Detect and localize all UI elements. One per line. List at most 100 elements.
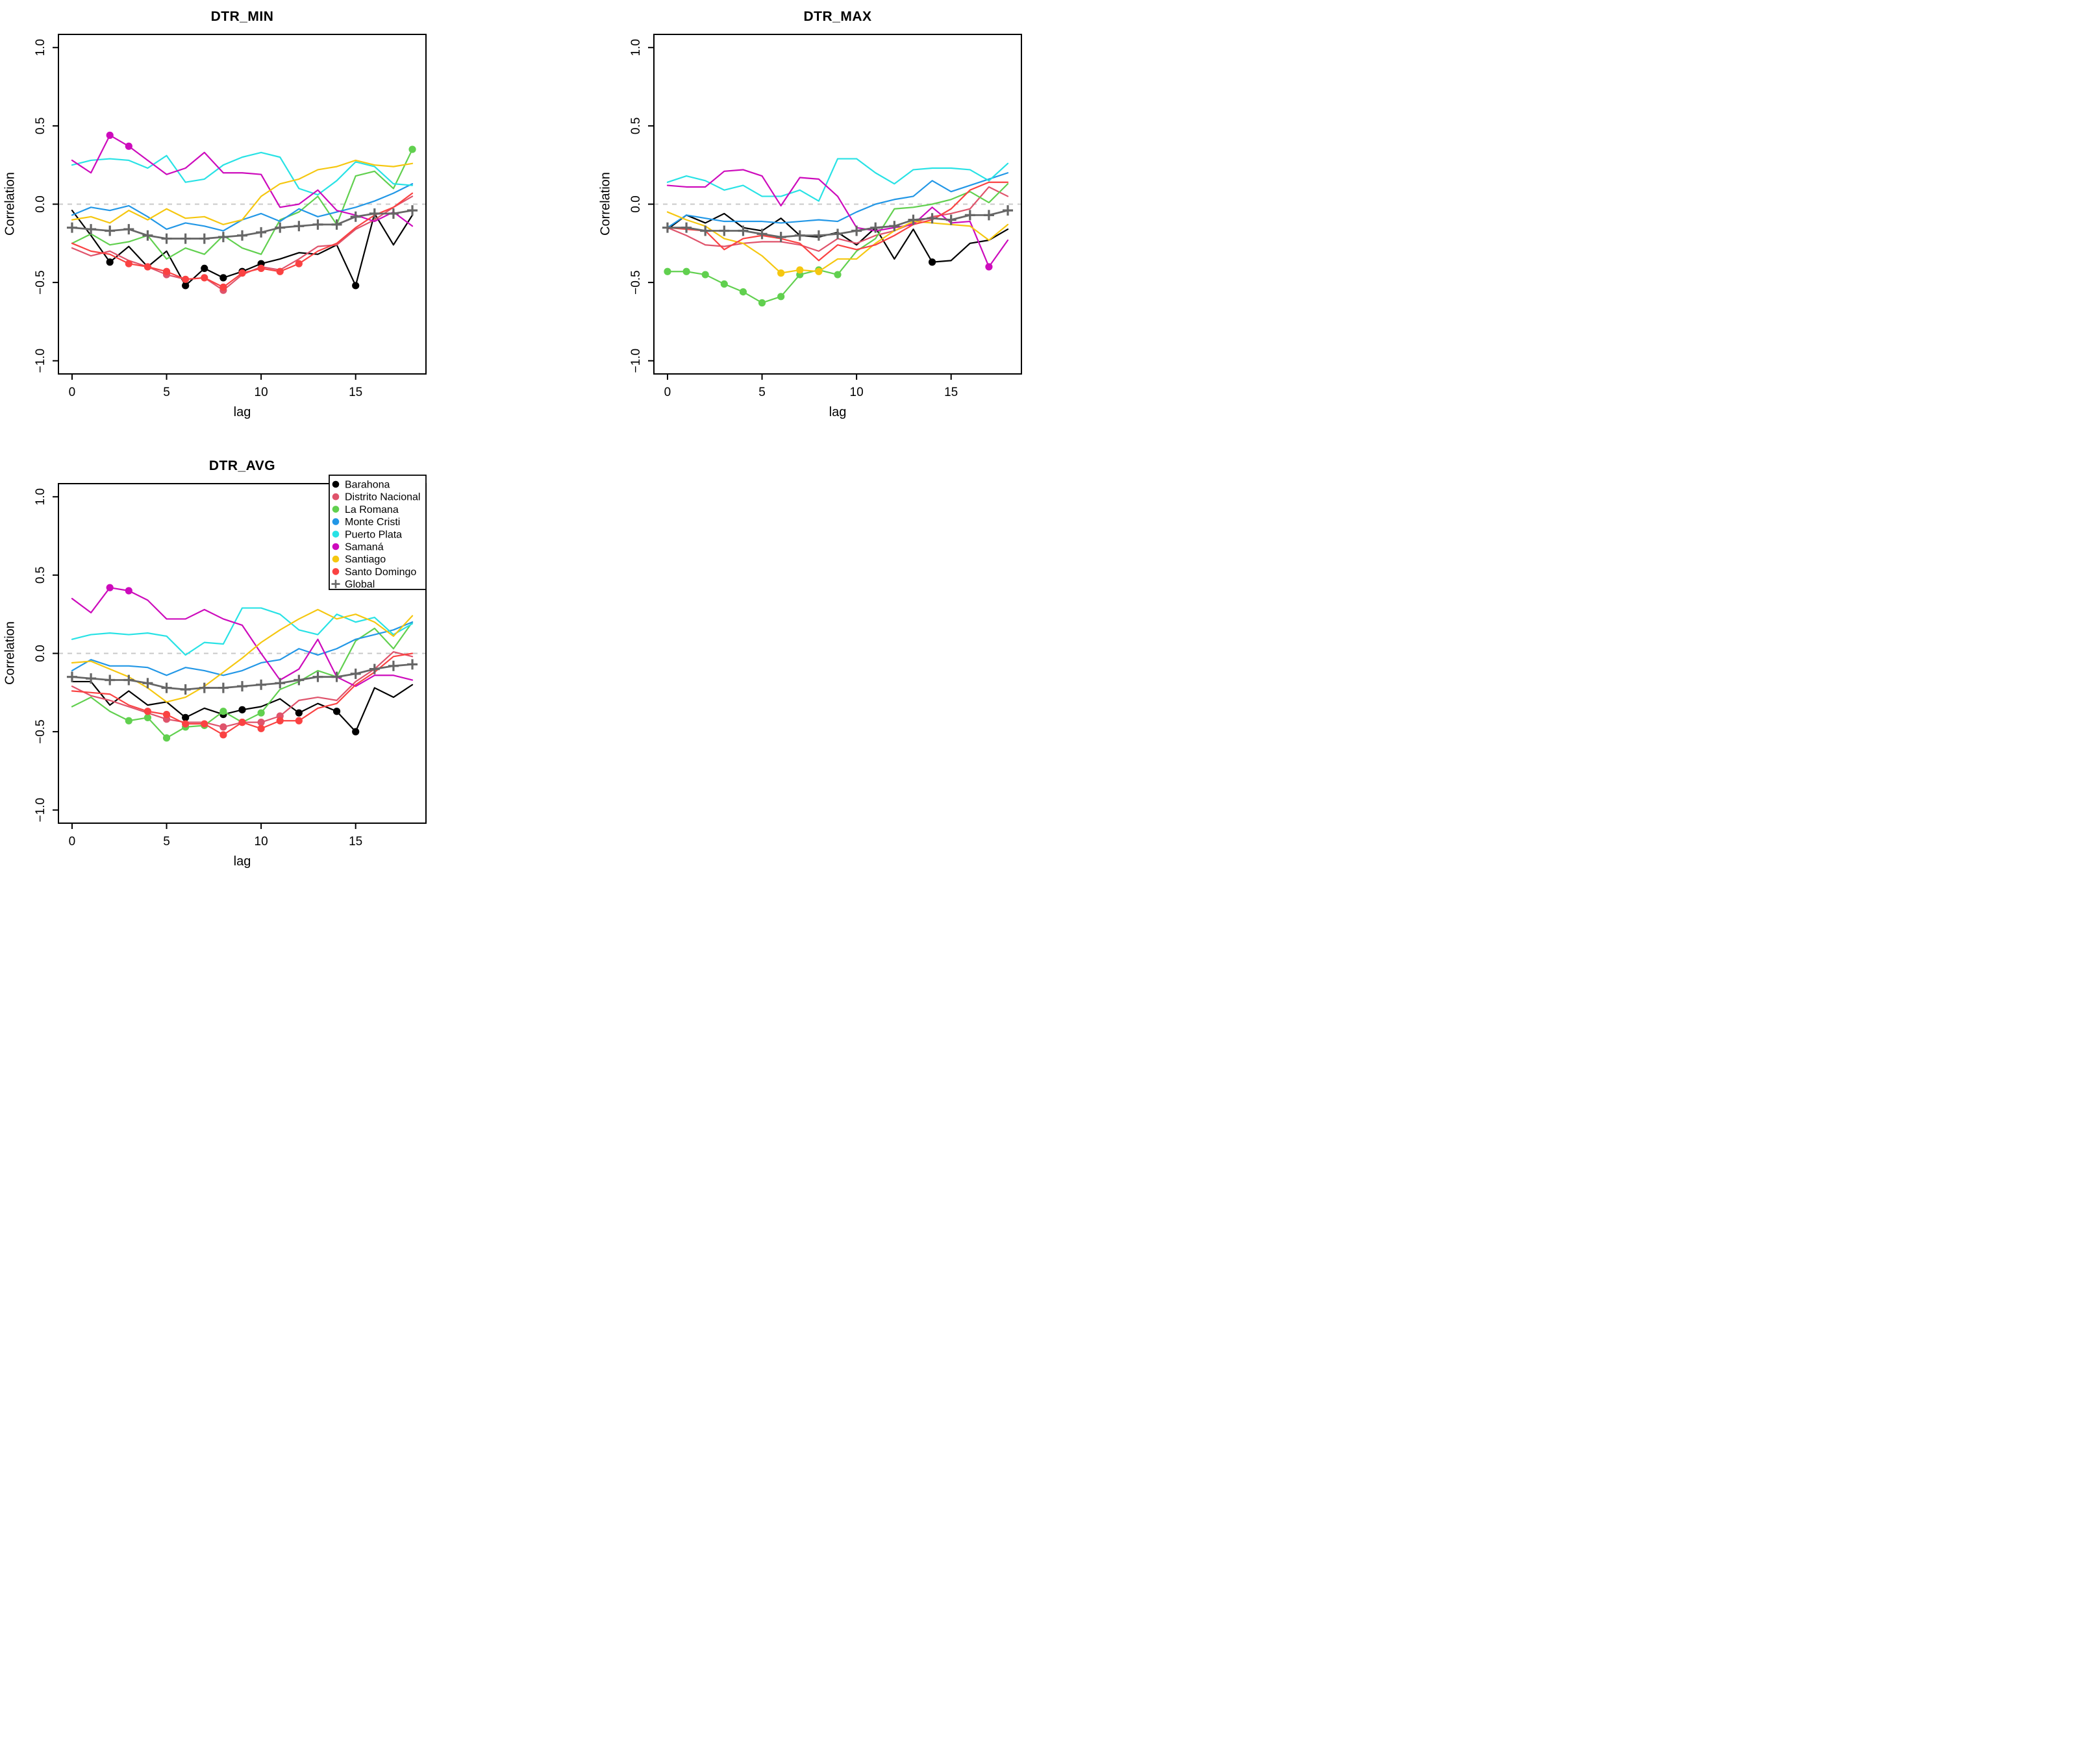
series-dot-marker-santo-domingo bbox=[219, 731, 227, 739]
series-plus-marker-global bbox=[312, 671, 323, 682]
y-tick-label-dtr-avg: 0.5 bbox=[34, 567, 47, 584]
series-dot-marker-santiago bbox=[796, 266, 804, 274]
chart-title-dtr-min: DTR_MIN bbox=[210, 9, 274, 24]
series-plus-marker-global bbox=[927, 213, 938, 224]
legend-item-label: Monte Cristi bbox=[345, 517, 400, 528]
y-tick-label-dtr-max: 0.5 bbox=[629, 118, 643, 134]
legend-item-barahona: Barahona bbox=[332, 480, 390, 491]
series-plus-marker-global bbox=[312, 219, 323, 230]
legend-item-label: Global bbox=[345, 579, 375, 590]
dtr-min-plot-svg: 0 5 10 15 1.0 0.5 0.0 −0.5 −1.0 bbox=[34, 34, 427, 399]
legend-dot-icon bbox=[332, 555, 340, 563]
y-tick-label-dtr-min: −1.0 bbox=[34, 349, 47, 373]
series-dot-marker-santo-domingo bbox=[162, 267, 171, 275]
series-dot-marker-santo-domingo bbox=[257, 264, 265, 273]
series-dot-marker-santo-domingo bbox=[238, 719, 246, 726]
y-tick-label-dtr-max: −0.5 bbox=[629, 270, 643, 295]
series-plus-marker-global bbox=[331, 671, 342, 682]
series-plus-marker-global bbox=[775, 232, 786, 243]
series-dot-marker-santo-domingo bbox=[201, 274, 208, 282]
legend-dot-icon bbox=[332, 506, 340, 513]
series-line-puerto-plata bbox=[71, 151, 414, 196]
series-dot-marker-distrito-nacional bbox=[219, 723, 227, 731]
series-dot-marker-la-romana bbox=[701, 271, 709, 278]
series-dot-marker-santo-domingo bbox=[162, 710, 171, 719]
series-plus-marker-global bbox=[388, 208, 399, 219]
x-tick-label-dtr-max: 0 bbox=[664, 386, 671, 399]
y-tick-label-dtr-avg: −0.5 bbox=[34, 719, 47, 744]
legend-dot-icon bbox=[332, 543, 340, 551]
series-dot-marker-la-romana bbox=[162, 734, 171, 742]
series-dot-marker-barahona bbox=[295, 709, 303, 717]
y-tick-label-dtr-max: −1.0 bbox=[629, 349, 643, 373]
series-plus-marker-global bbox=[294, 221, 305, 232]
series-plus-marker-global bbox=[218, 682, 229, 693]
legend-item-la-romana: La Romana bbox=[332, 504, 399, 515]
y-axis-label-dtr-max: Correlation bbox=[598, 172, 613, 236]
y-axis-label-dtr-avg: Correlation bbox=[3, 621, 18, 685]
y-tick-label-dtr-max: 0.0 bbox=[629, 195, 643, 212]
series-plus-marker-global bbox=[275, 222, 286, 233]
series-plus-marker-global bbox=[945, 214, 956, 225]
x-tick-label-dtr-min: 10 bbox=[255, 386, 268, 399]
x-tick-label-dtr-avg: 10 bbox=[255, 835, 268, 848]
x-tick-label-dtr-min: 5 bbox=[163, 386, 170, 399]
legend-item-label: Samaná bbox=[345, 542, 384, 553]
series-dot-marker-barahona bbox=[182, 713, 190, 722]
series-line-puerto-plata bbox=[71, 607, 414, 656]
series-dot-marker-barahona bbox=[352, 728, 360, 736]
series-plus-marker-global bbox=[180, 233, 191, 244]
y-tick-label-dtr-min: −0.5 bbox=[34, 270, 47, 295]
legend-box bbox=[329, 475, 427, 590]
y-tick-label-dtr-avg: 0.0 bbox=[34, 645, 47, 662]
series-plus-marker-global bbox=[294, 674, 305, 686]
series-dot-marker-la-romana bbox=[664, 267, 671, 275]
series-dot-marker-saman- bbox=[106, 131, 114, 139]
x-axis-label-dtr-min: lag bbox=[233, 405, 251, 419]
x-tick-label-dtr-avg: 5 bbox=[163, 835, 170, 848]
series-plus-marker-global bbox=[105, 225, 116, 236]
series-dot-marker-santo-domingo bbox=[295, 717, 303, 724]
x-tick-label-dtr-max: 10 bbox=[850, 386, 864, 399]
legend-item-label: Barahona bbox=[345, 480, 390, 491]
series-dot-marker-barahona bbox=[182, 282, 190, 290]
series-plus-marker-global bbox=[832, 229, 843, 240]
series-plus-marker-global bbox=[180, 684, 191, 695]
series-line-la-romana bbox=[71, 148, 414, 260]
series-dot-marker-santo-domingo bbox=[144, 708, 152, 715]
series-plus-marker-global bbox=[369, 663, 380, 674]
series-dot-marker-santo-domingo bbox=[257, 724, 265, 732]
series-plus-marker-global bbox=[350, 668, 361, 679]
series-plus-marker-global bbox=[794, 230, 805, 241]
series-dot-marker-la-romana bbox=[257, 709, 265, 717]
legend-item-saman-: Samaná bbox=[332, 542, 384, 553]
legend-item-label: Puerto Plata bbox=[345, 529, 402, 540]
series-dot-marker-la-romana bbox=[834, 271, 842, 278]
chart-title-dtr-avg: DTR_AVG bbox=[208, 458, 276, 473]
x-axis-label-dtr-max: lag bbox=[829, 405, 847, 419]
series-plus-marker-global bbox=[199, 682, 210, 693]
series-plus-marker-global bbox=[142, 678, 153, 689]
legend-dot-icon bbox=[332, 530, 340, 538]
y-axis-label-dtr-min: Correlation bbox=[3, 172, 18, 236]
series-dot-marker-la-romana bbox=[219, 708, 227, 715]
series-plus-marker-global bbox=[86, 673, 97, 684]
series-dot-marker-la-romana bbox=[777, 293, 785, 301]
series-plus-marker-global bbox=[700, 225, 711, 236]
dtr-max-plot-svg: 0 5 10 15 1.0 0.5 0.0 −0.5 −1.0 bbox=[629, 34, 1022, 399]
series-dot-marker-la-romana bbox=[408, 145, 416, 153]
series-plus-marker-global bbox=[738, 225, 749, 236]
chart-dtr-avg: 0 5 10 15 1.0 0.5 0.0 −0.5 −1.0 Barahona Distrito … bbox=[0, 449, 525, 873]
series-dot-marker-barahona bbox=[928, 258, 936, 266]
legend-item-global: Global bbox=[331, 579, 375, 590]
series-plus-marker-global bbox=[407, 659, 418, 670]
y-tick-label-dtr-max: 1.0 bbox=[629, 39, 643, 56]
x-tick-label-dtr-min: 15 bbox=[349, 386, 362, 399]
series-dot-marker-santiago bbox=[815, 267, 823, 275]
series-dot-marker-santo-domingo bbox=[276, 717, 284, 724]
series-plus-marker-global bbox=[1003, 205, 1014, 216]
x-tick-label-dtr-max: 5 bbox=[758, 386, 766, 399]
series-dot-marker-santo-domingo bbox=[276, 267, 284, 275]
series-plus-marker-global bbox=[142, 230, 153, 241]
series-line-saman- bbox=[71, 134, 414, 227]
